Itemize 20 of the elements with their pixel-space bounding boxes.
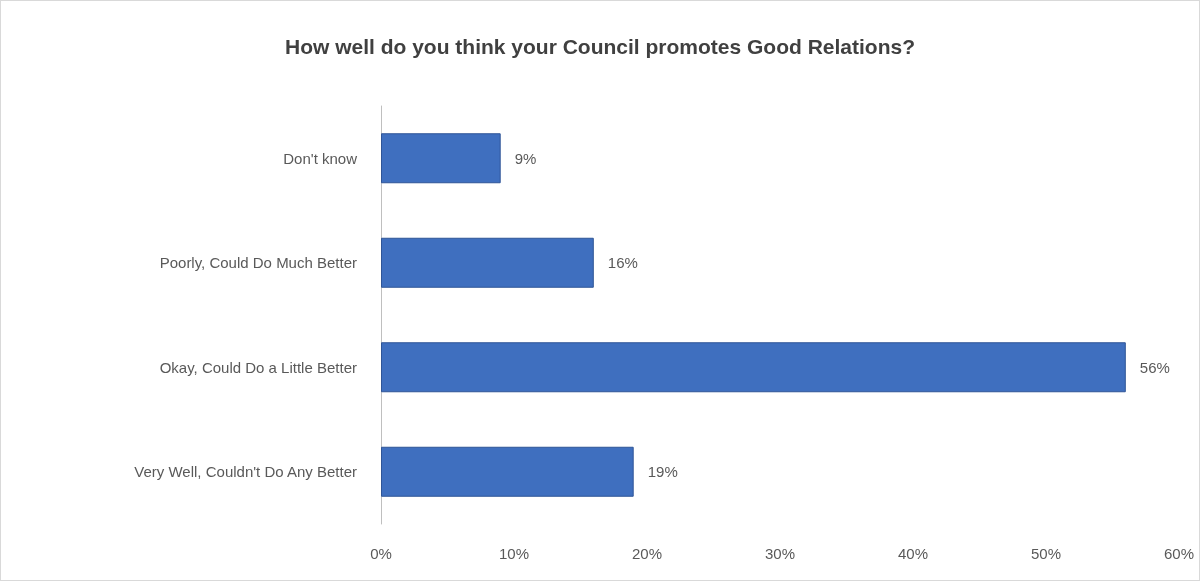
x-tick-label: 50% xyxy=(1030,545,1062,562)
y-tick-label: Don't know xyxy=(283,149,358,167)
bar xyxy=(381,237,594,288)
y-tick-label: Poorly, Could Do Much Better xyxy=(159,254,357,272)
x-tick-label: 10% xyxy=(498,545,530,562)
bar xyxy=(381,133,501,184)
x-tick-label: 0% xyxy=(370,545,392,562)
bar xyxy=(381,446,634,497)
data-label: 56% xyxy=(1139,358,1170,376)
data-label: 16% xyxy=(607,254,638,272)
y-tick-label: Okay, Could Do a Little Better xyxy=(159,358,357,376)
x-tick-label: 40% xyxy=(897,545,929,562)
x-tick-label: 20% xyxy=(631,545,663,562)
data-label: 19% xyxy=(647,463,678,481)
y-tick-label: Very Well, Couldn't Do Any Better xyxy=(134,463,357,481)
x-tick-label: 60% xyxy=(1163,545,1195,562)
bar xyxy=(381,342,1126,393)
chart-title: How well do you think your Council promotes Good Relations? xyxy=(284,35,916,58)
data-label: 9% xyxy=(514,149,537,167)
x-tick-label: 30% xyxy=(764,545,796,562)
